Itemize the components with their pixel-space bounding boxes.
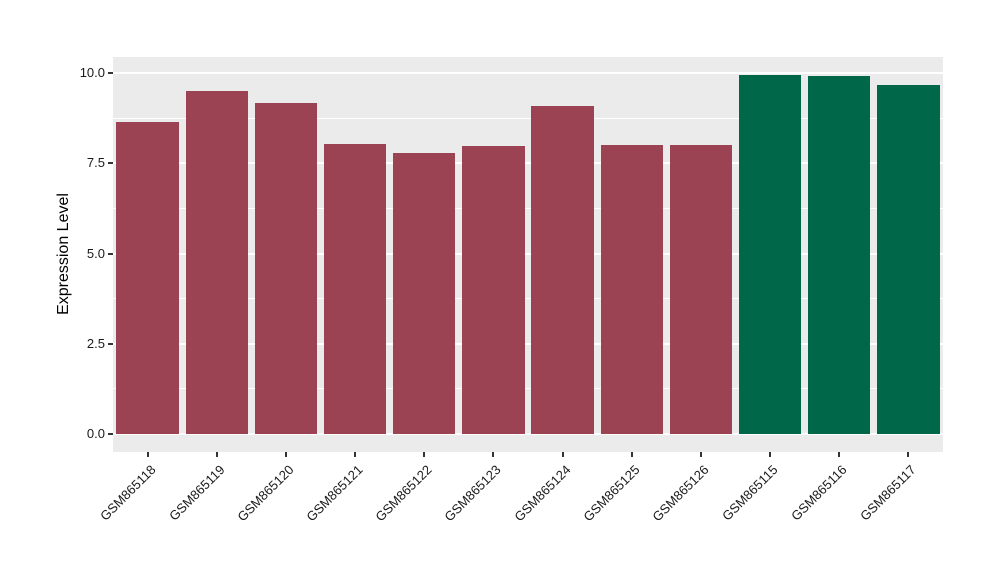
- y-tick-mark: [108, 162, 113, 165]
- x-axis-tick-marks: [113, 452, 943, 457]
- x-axis-tick-label: GSM865121: [303, 462, 366, 525]
- x-tick-mark: [354, 452, 357, 457]
- x-tick-mark: [423, 452, 426, 457]
- x-tick-mark: [907, 452, 910, 457]
- x-axis-tick-label: GSM865115: [719, 462, 781, 524]
- x-tick-mark: [561, 452, 564, 457]
- x-axis-tick-label: GSM865126: [649, 462, 712, 525]
- y-axis-tick-label: 0.0: [86, 425, 105, 441]
- x-tick-mark: [838, 452, 841, 457]
- x-axis-tick-label: GSM865119: [165, 462, 228, 524]
- bar-GSM865122: [393, 152, 456, 434]
- gridline-minor: [113, 117, 943, 119]
- gridline-minor: [113, 208, 943, 209]
- bar-GSM865125: [600, 145, 663, 434]
- x-tick-mark: [769, 452, 772, 457]
- bar-GSM865119: [185, 91, 248, 434]
- gridline-major: [113, 162, 943, 165]
- bar-GSM865117: [877, 85, 940, 434]
- gridline-major: [113, 252, 943, 255]
- bar-GSM865116: [808, 76, 871, 434]
- bar-GSM865118: [116, 121, 179, 434]
- bar-GSM865121: [323, 143, 387, 434]
- gridline-major: [113, 432, 943, 435]
- x-axis-tick-label: GSM865116: [788, 462, 850, 524]
- x-axis-tick-label: GSM865124: [510, 462, 574, 525]
- y-tick-mark: [108, 432, 113, 435]
- x-axis-tick-label: GSM865120: [234, 462, 297, 525]
- x-tick-mark: [215, 452, 218, 457]
- x-tick-mark: [146, 452, 149, 457]
- x-axis-tick-labels: GSM865118 GSM865119 GSM865120 GSM865121 GSM8…: [97, 462, 943, 572]
- x-tick-mark: [630, 452, 633, 457]
- y-axis-tick-label: 7.5: [86, 155, 105, 171]
- plot-panel: [113, 57, 943, 452]
- bar-GSM865123: [462, 145, 525, 434]
- gridline-major: [113, 342, 943, 345]
- y-tick-mark: [108, 342, 113, 345]
- bar-GSM865124: [531, 106, 594, 434]
- y-axis-tick-label: 2.5: [86, 335, 105, 351]
- x-axis-tick-label: GSM865123: [441, 462, 505, 525]
- x-axis-tick-label: GSM865125: [580, 462, 643, 525]
- y-axis-tick-label: 10.0: [79, 65, 105, 81]
- gridline-major: [113, 72, 943, 75]
- bar-GSM865115: [738, 75, 802, 434]
- gridline-minor: [113, 388, 943, 390]
- x-axis-tick-label: GSM865118: [96, 462, 159, 524]
- gridline-minor: [113, 298, 943, 300]
- bar-GSM865126: [669, 144, 733, 434]
- y-axis-tick-label: 5.0: [86, 245, 105, 261]
- x-axis-tick-label: GSM865117: [857, 462, 920, 524]
- x-tick-mark: [492, 452, 495, 457]
- x-tick-mark: [284, 452, 287, 457]
- x-axis-tick-label: GSM865122: [372, 462, 435, 525]
- y-axis-tick-marks: [108, 57, 113, 452]
- y-tick-mark: [108, 252, 113, 255]
- x-tick-mark: [699, 452, 702, 457]
- y-axis-tick-labels: 0.0 2.5 5.0 7.5 10.0: [0, 57, 105, 452]
- y-tick-mark: [108, 72, 113, 75]
- bar-GSM865120: [254, 103, 318, 434]
